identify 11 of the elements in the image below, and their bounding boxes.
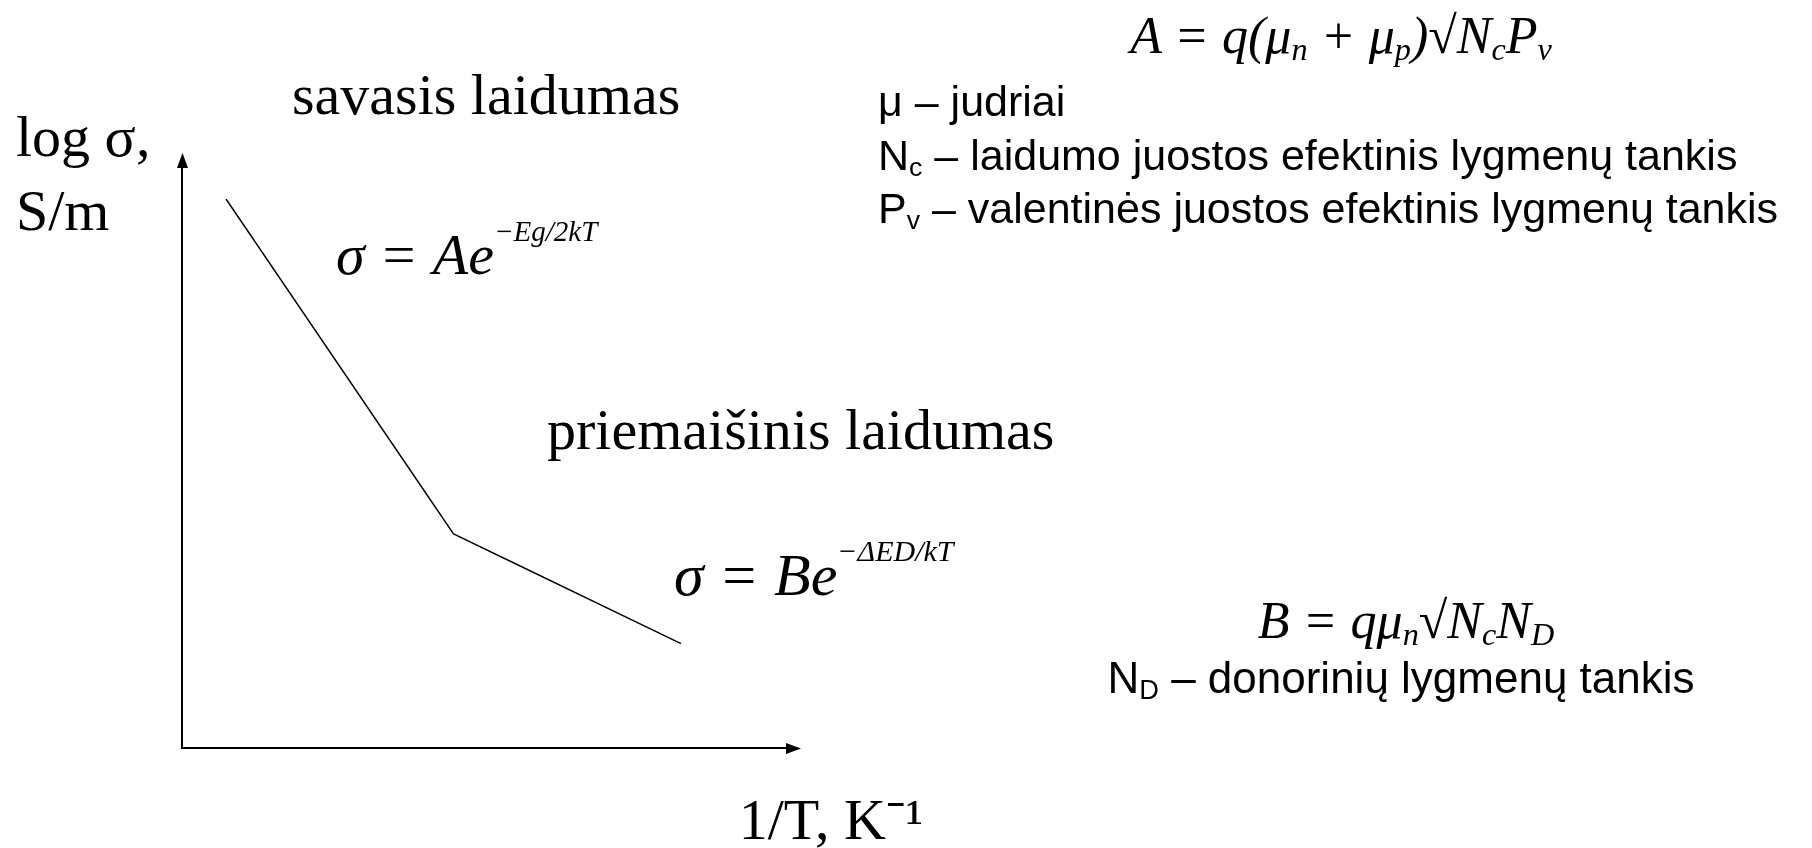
- text: B = qμ$_{n}$√N$_{c}$N$_{D}$: [1257, 592, 1555, 653]
- text: N$_{c}$ – laidumo juostos efektinis lygmenų tankis: [878, 130, 1738, 182]
- y-axis-title: log σ, S/m: [16, 103, 152, 245]
- text: P$_{v}$ – valentinės juostos efektinis lygmenų tankis: [878, 183, 1779, 235]
- annotation: σ = Be$^{−ΔED/kT}$: [674, 533, 954, 608]
- annotation: σ = Ae$^{−Eg/2kT}$: [336, 215, 598, 288]
- text: N$_{D}$ – donorinių lygmenų tankis: [1107, 652, 1695, 705]
- text: μ – judriai: [878, 76, 1066, 125]
- annotation: priemaišinis laidumas: [547, 397, 1055, 463]
- x-axis-title: 1/T, K⁻¹: [738, 787, 924, 848]
- text: savasis laidumas: [292, 62, 681, 128]
